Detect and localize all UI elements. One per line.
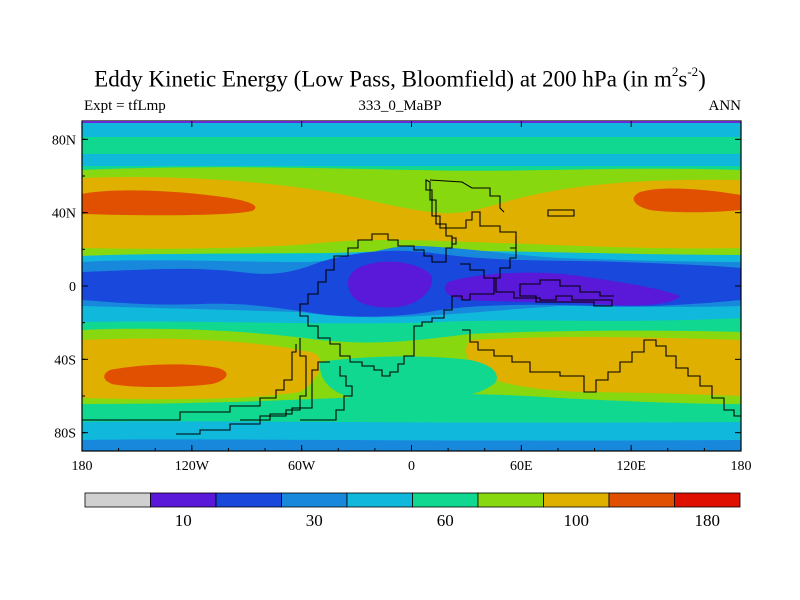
colorbar-label: 180 bbox=[695, 511, 721, 530]
y-tick-label: 80S bbox=[54, 427, 76, 442]
colorbar-box bbox=[346, 492, 413, 508]
colorbar-box bbox=[543, 492, 610, 508]
y-tick-label: 80N bbox=[52, 133, 76, 148]
colorbar: 10 30 60 100 180 bbox=[84, 492, 741, 530]
coastline-sh-east bbox=[462, 329, 741, 417]
title-sup-2: -2 bbox=[687, 64, 699, 79]
axis-ticks bbox=[81, 121, 742, 451]
continent-outlines bbox=[82, 179, 741, 435]
colorbar-label: 10 bbox=[175, 511, 192, 530]
x-tick-label: 180 bbox=[731, 459, 752, 474]
coastline-small-island bbox=[547, 209, 575, 217]
fill-nh-hotspot-left bbox=[82, 190, 256, 216]
colorbar-box bbox=[412, 492, 479, 508]
title-end: ) bbox=[698, 66, 706, 92]
contour-fills bbox=[82, 121, 741, 451]
colorbar-label: 100 bbox=[564, 511, 590, 530]
fill-eq-purple-left bbox=[348, 261, 433, 308]
right-string: ANN bbox=[708, 98, 742, 114]
fill-eq-purple-right bbox=[444, 272, 680, 306]
x-tick-label: 0 bbox=[408, 459, 415, 474]
fill-sh-hotspot-left bbox=[104, 364, 227, 387]
colorbar-box bbox=[84, 492, 151, 508]
coastline-asia-east bbox=[460, 236, 614, 307]
coastline-eurasia-africa bbox=[299, 179, 517, 377]
fill-band-top-cyan-2 bbox=[82, 154, 741, 166]
colorbar-box bbox=[281, 492, 348, 508]
x-tick-label: 180 bbox=[72, 459, 93, 474]
title-sup-1: 2 bbox=[671, 64, 679, 79]
fill-band-bottom-green bbox=[82, 404, 741, 422]
fill-band-top-cyan bbox=[82, 121, 741, 137]
y-tick-label: 40N bbox=[52, 207, 76, 222]
y-tick-label: 0 bbox=[69, 280, 76, 295]
title-mid: s bbox=[678, 66, 688, 92]
x-tick-label: 120E bbox=[616, 459, 646, 474]
x-tick-label: 60E bbox=[510, 459, 533, 474]
coastline-sh-middle bbox=[300, 366, 353, 421]
coastline-northern-block bbox=[429, 179, 505, 213]
coastline-sh-west-3 bbox=[240, 361, 330, 421]
colorbar-box bbox=[215, 492, 282, 508]
fill-band-top-green bbox=[82, 137, 741, 154]
fill-nh-hotspot-right bbox=[633, 188, 741, 213]
colorbar-label: 30 bbox=[306, 511, 323, 530]
colorbar-box bbox=[150, 492, 217, 508]
axis-labels: 180 120W 60W 0 60E 120E 180 80N 40N 0 40S 80S bbox=[52, 133, 752, 474]
colorbar-box bbox=[477, 492, 544, 508]
fill-sh-orange-band-right bbox=[466, 337, 741, 396]
colorbar-box bbox=[608, 492, 675, 508]
y-tick-label: 40S bbox=[54, 353, 76, 368]
coastline-sh-west-1 bbox=[82, 344, 297, 421]
fill-sh-green-tongue bbox=[319, 356, 497, 403]
x-tick-label: 60W bbox=[288, 459, 316, 474]
title-main: Eddy Kinetic Energy (Low Pass, Bloomfiel… bbox=[94, 66, 672, 92]
x-tick-label: 120W bbox=[175, 459, 210, 474]
left-string: Expt = tfLmp bbox=[84, 98, 166, 114]
coastline-dot-1 bbox=[451, 237, 457, 245]
colorbar-label: 60 bbox=[437, 511, 454, 530]
coastline-sh-west-2 bbox=[176, 338, 307, 435]
chart-title: Eddy Kinetic Energy (Low Pass, Bloomfiel… bbox=[0, 64, 800, 93]
center-string: 333_0_MaBP bbox=[358, 98, 442, 114]
fill-band-nh-orange bbox=[82, 176, 741, 249]
colorbar-box bbox=[674, 492, 741, 508]
